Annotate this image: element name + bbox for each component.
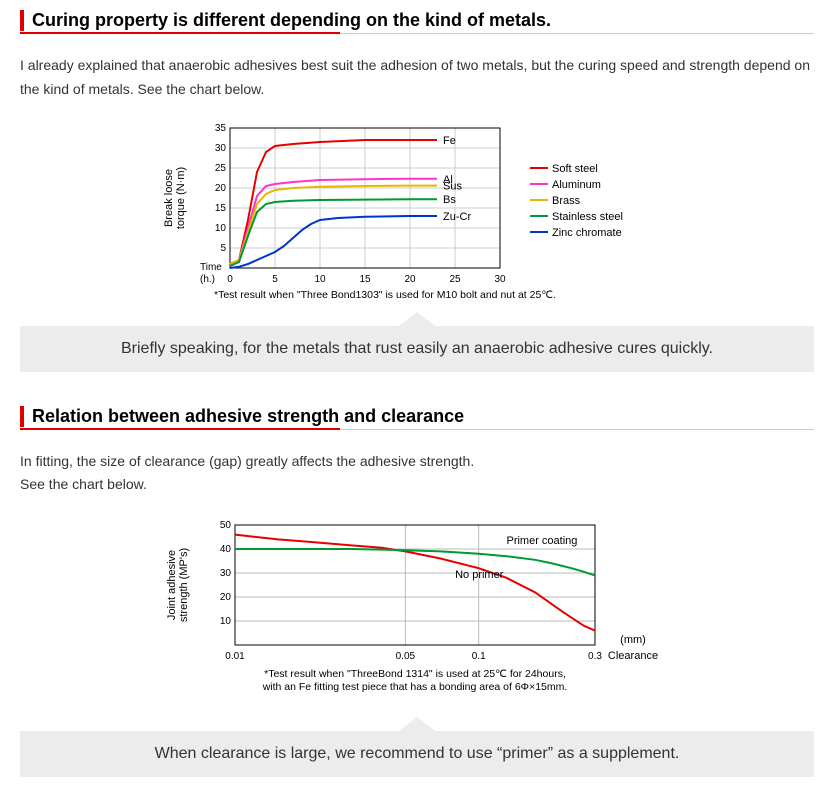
section-1-callout: Briefly speaking, for the metals that ru… xyxy=(20,326,814,372)
svg-text:strength (MP's): strength (MP's) xyxy=(178,548,190,622)
svg-text:Clearance: Clearance xyxy=(608,650,658,662)
section-2-paragraph: In fitting, the size of clearance (gap) … xyxy=(20,450,814,498)
svg-text:*Test result when "Three Bond1: *Test result when "Three Bond1303" is us… xyxy=(214,289,556,301)
svg-text:0: 0 xyxy=(227,274,233,285)
heading-underline xyxy=(20,33,814,34)
svg-text:0.1: 0.1 xyxy=(472,651,486,662)
svg-text:Zu-Cr: Zu-Cr xyxy=(443,211,471,223)
svg-text:Brass: Brass xyxy=(552,195,581,207)
svg-text:No primer: No primer xyxy=(455,569,504,581)
svg-text:50: 50 xyxy=(220,520,232,531)
svg-text:Break loose: Break loose xyxy=(163,169,175,227)
svg-text:20: 20 xyxy=(404,274,416,285)
svg-text:torque (N·m): torque (N·m) xyxy=(175,166,187,228)
svg-text:Stainless steel: Stainless steel xyxy=(552,211,623,223)
svg-text:40: 40 xyxy=(220,544,232,555)
curing-chart: 5 10 15 20 25 30 35 0 5 10 15 20 25 30 Break loosetorq… xyxy=(152,120,682,310)
svg-text:10: 10 xyxy=(314,274,326,285)
svg-text:Soft steel: Soft steel xyxy=(552,163,598,175)
svg-text:Zinc chromate: Zinc chromate xyxy=(552,227,622,239)
svg-text:0.3: 0.3 xyxy=(588,651,602,662)
section-1-heading: Curing property is different depending o… xyxy=(20,10,814,31)
svg-text:0.05: 0.05 xyxy=(396,651,416,662)
svg-text:Sus: Sus xyxy=(443,180,462,192)
section-2-heading: Relation between adhesive strength and c… xyxy=(20,406,814,427)
svg-text:Aluminum: Aluminum xyxy=(552,179,601,191)
svg-text:(h.): (h.) xyxy=(200,274,215,285)
svg-text:25: 25 xyxy=(449,274,461,285)
clearance-chart: 10 20 30 40 50 0.01 0.05 0.1 0.3 Joint adhesivest… xyxy=(147,515,687,715)
heading-underline xyxy=(20,429,814,430)
svg-text:20: 20 xyxy=(215,183,227,194)
svg-text:5: 5 xyxy=(272,274,278,285)
svg-text:35: 35 xyxy=(215,123,227,134)
svg-text:Time: Time xyxy=(200,262,222,273)
chart-1-wrap: 5 10 15 20 25 30 35 0 5 10 15 20 25 30 Break loosetorq… xyxy=(20,120,814,310)
svg-text:Bs: Bs xyxy=(443,194,456,206)
svg-text:10: 10 xyxy=(215,223,227,234)
svg-text:(mm): (mm) xyxy=(620,634,646,646)
svg-text:Fe: Fe xyxy=(443,135,456,147)
chart-2-wrap: 10 20 30 40 50 0.01 0.05 0.1 0.3 Joint adhesivest… xyxy=(20,515,814,715)
svg-text:25: 25 xyxy=(215,163,227,174)
svg-text:0.01: 0.01 xyxy=(225,651,245,662)
svg-text:30: 30 xyxy=(215,143,227,154)
svg-text:15: 15 xyxy=(359,274,371,285)
section-2-callout: When clearance is large, we recommend to… xyxy=(20,731,814,777)
svg-text:10: 10 xyxy=(220,616,232,627)
section-1-paragraph: I already explained that anaerobic adhes… xyxy=(20,54,814,102)
svg-text:Primer coating: Primer coating xyxy=(506,535,577,547)
svg-text:15: 15 xyxy=(215,203,227,214)
svg-text:with an Fe fitting test piece: with an Fe fitting test piece that has a… xyxy=(262,681,568,693)
svg-text:20: 20 xyxy=(220,592,232,603)
svg-text:30: 30 xyxy=(220,568,232,579)
svg-text:5: 5 xyxy=(220,243,226,254)
svg-text:*Test result when "ThreeBond 1: *Test result when "ThreeBond 1314" is us… xyxy=(264,668,566,680)
svg-text:30: 30 xyxy=(494,274,506,285)
svg-text:Joint adhesive: Joint adhesive xyxy=(166,550,178,620)
